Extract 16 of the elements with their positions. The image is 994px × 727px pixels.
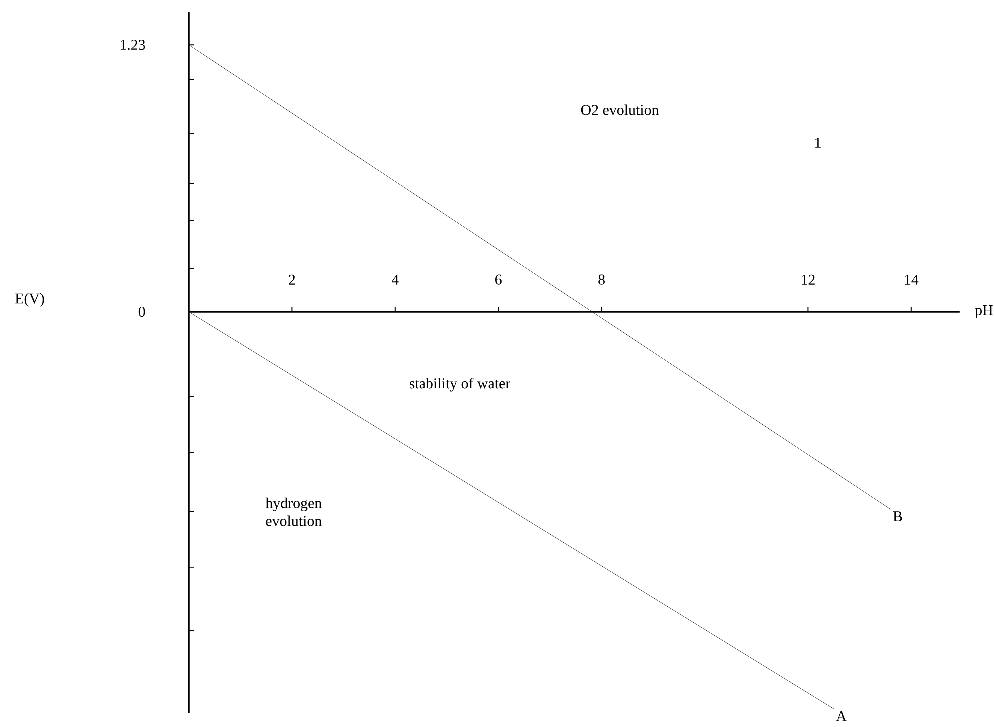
series-label: A xyxy=(836,711,847,722)
text: E(V) xyxy=(16,293,44,307)
x-tick-label: 8 xyxy=(598,274,605,285)
x-axis-title: pH xyxy=(975,306,993,318)
x-tick-label: 12 xyxy=(802,274,815,285)
x-tick-label: 4 xyxy=(392,274,399,285)
series-label: B xyxy=(893,512,902,522)
annotation: O2 evolution xyxy=(581,104,660,116)
y-tick-label: 0 xyxy=(138,306,146,318)
x-tick-label: 14 xyxy=(905,274,919,285)
annotation: stability of water xyxy=(410,378,511,392)
x-tick-label: 2 xyxy=(289,274,296,285)
annotation: 1 xyxy=(816,138,821,148)
x-tick-label: 6 xyxy=(496,274,502,285)
y-tick-label: 1.23 xyxy=(120,40,146,50)
annotation: hydrogen evolution xyxy=(266,498,322,526)
